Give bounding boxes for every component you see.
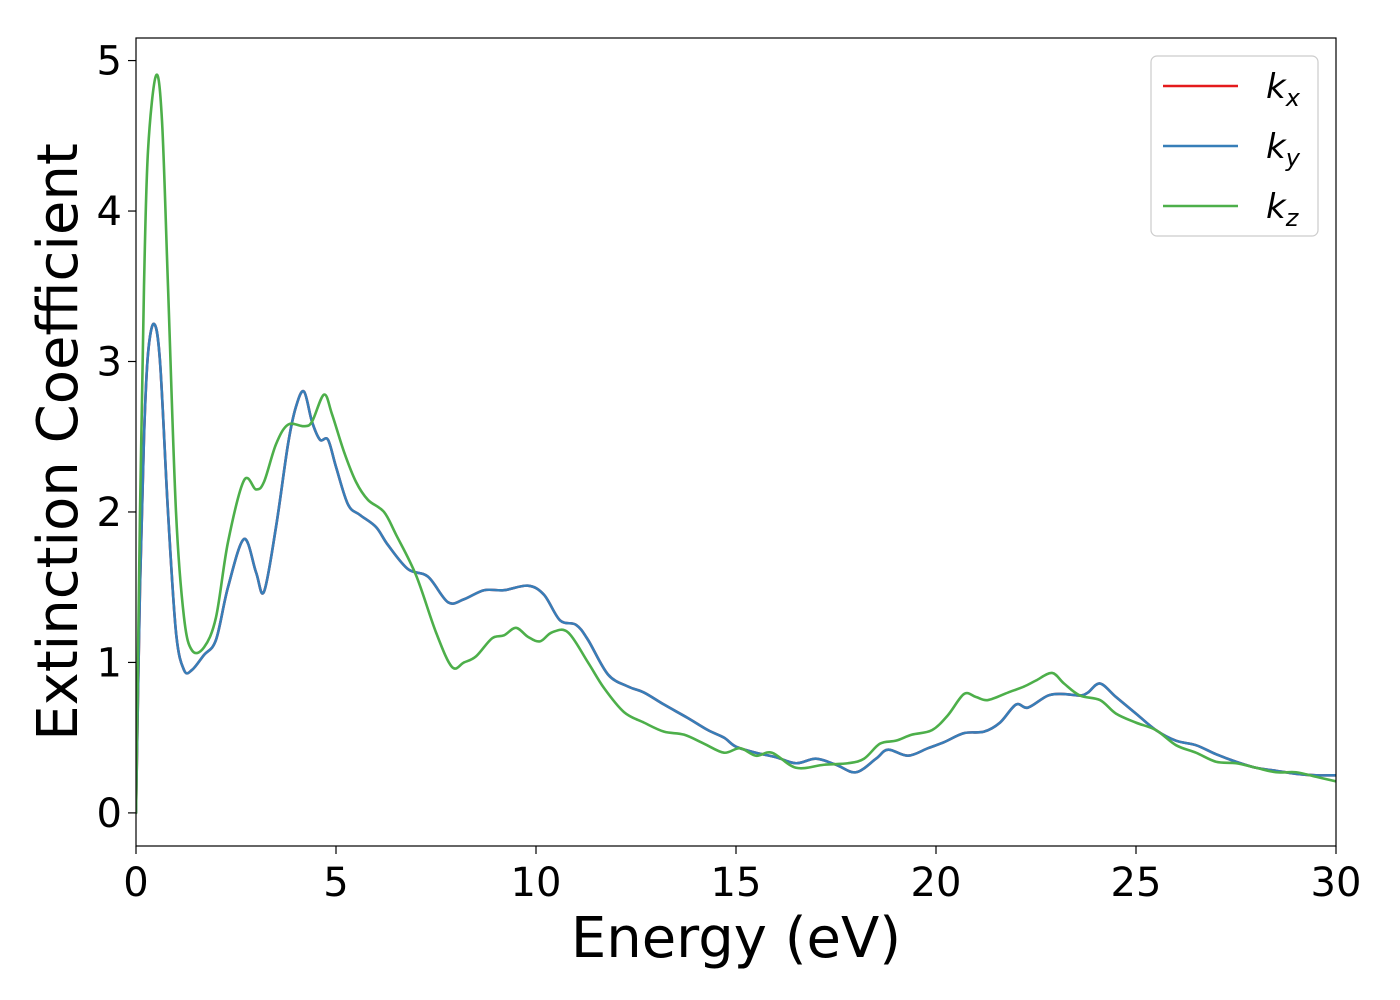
series-layer xyxy=(136,73,1336,815)
y-axis: 0 1 2 3 4 5 xyxy=(97,39,136,837)
y-axis-title: Extinction Coefficient xyxy=(26,143,91,741)
legend-label-k-z: kz xyxy=(1266,187,1300,232)
x-axis: 0 5 10 15 20 25 30 xyxy=(123,846,1361,906)
x-tick-label: 0 xyxy=(123,860,148,906)
plot-background xyxy=(136,38,1336,846)
x-tick-label: 10 xyxy=(511,860,562,906)
x-axis-title: Energy (eV) xyxy=(571,906,901,971)
y-tick-label: 1 xyxy=(97,640,122,686)
legend-label-k-y: ky xyxy=(1266,127,1301,172)
x-tick-label: 25 xyxy=(1111,860,1162,906)
x-tick-label: 30 xyxy=(1311,860,1362,906)
y-tick-label: 0 xyxy=(97,791,122,837)
y-tick-label: 5 xyxy=(97,39,122,85)
legend-label-k-x: kx xyxy=(1266,67,1301,112)
series-line-k-y xyxy=(136,322,1336,815)
x-tick-label: 5 xyxy=(323,860,348,906)
y-tick-label: 2 xyxy=(97,490,122,536)
series-line-k-z xyxy=(136,73,1336,815)
x-tick-label: 15 xyxy=(711,860,762,906)
x-tick-label: 20 xyxy=(911,860,962,906)
legend: kx ky kz xyxy=(1150,55,1319,237)
y-tick-label: 3 xyxy=(97,340,122,386)
y-tick-label: 4 xyxy=(97,189,122,235)
